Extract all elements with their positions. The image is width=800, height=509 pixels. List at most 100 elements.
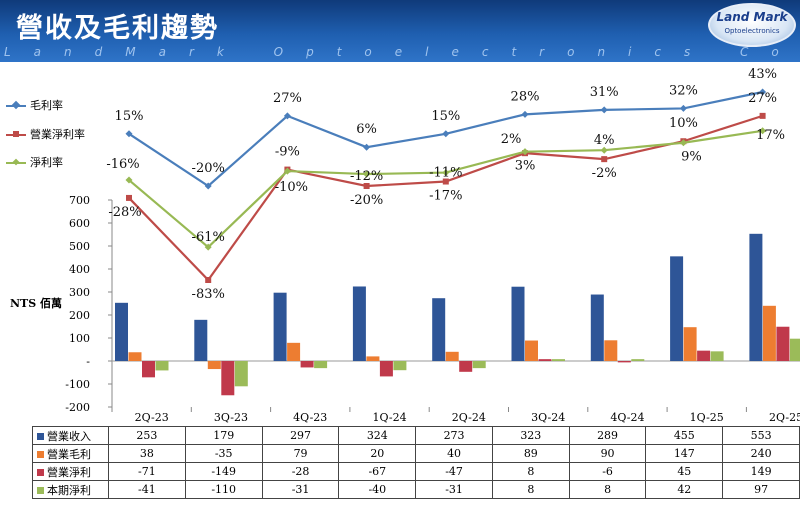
table-cell: 45 [645, 462, 724, 481]
table-row: 營業淨利 -71 -149 -28 -67 -47 8 -6 45 149 [32, 462, 800, 481]
point-operating_margin [205, 277, 212, 283]
point-gross_margin [679, 104, 687, 112]
legend-net-margin: 淨利率 [6, 156, 63, 170]
point-gross_margin [442, 130, 450, 138]
x-tick-label: 2Q-24 [452, 411, 486, 424]
point-net_margin [204, 243, 212, 251]
table-cell: -41 [107, 480, 186, 499]
bar-revenue [115, 302, 128, 361]
table-cell: 40 [415, 444, 493, 463]
table-cell: 97 [722, 480, 800, 499]
bar-net_profit [472, 361, 486, 369]
y-tick-label: 700 [69, 194, 90, 207]
table-cell: 8 [568, 480, 647, 499]
legend-label: 營業淨利率 [30, 128, 85, 141]
point-gross_margin [125, 130, 133, 138]
x-tick-label: 2Q-23 [135, 411, 169, 424]
point-net_margin [283, 167, 291, 175]
y-tick-label: 200 [69, 309, 90, 322]
bar-revenue [511, 286, 525, 361]
table-cell: 149 [722, 462, 800, 481]
legend-gross-margin: 毛利率 [6, 99, 63, 113]
data-label-net_margin: 17% [756, 128, 785, 143]
point-net_margin [442, 169, 450, 177]
data-label-net_margin: -11% [429, 166, 462, 181]
bar-operating_profit [617, 361, 631, 363]
table-cell: 8 [491, 480, 570, 499]
data-label-operating_margin: 2% [501, 132, 522, 147]
point-operating_margin [363, 183, 370, 189]
data-label-gross_margin: 6% [356, 122, 377, 137]
table-cell: 240 [722, 444, 800, 463]
point-operating_margin [601, 156, 608, 163]
bar-net_profit [155, 361, 169, 371]
x-tick-label: 4Q-24 [610, 411, 644, 424]
bar-operating_profit [142, 361, 155, 378]
point-gross_margin [283, 112, 291, 120]
bar-gross_profit [683, 327, 697, 361]
unit-label: NTS 佰萬 [10, 297, 63, 310]
table-cell: -31 [415, 480, 493, 499]
point-operating_margin [126, 194, 132, 201]
bar-operating_profit [221, 361, 235, 396]
point-net_margin [363, 170, 371, 178]
data-label-operating_margin: 27% [748, 91, 777, 106]
table-cell: 179 [184, 426, 263, 445]
table-cell: -149 [184, 462, 263, 481]
x-tick-label: 4Q-23 [293, 411, 327, 424]
bar-net_profit [234, 361, 248, 387]
data-label-operating_margin: -9% [275, 145, 300, 160]
legend-label: 毛利率 [30, 99, 63, 112]
data-label-gross_margin: 32% [669, 83, 698, 98]
bar-gross_profit [207, 361, 221, 370]
table-row: 本期淨利 -41 -110 -31 -40 -31 8 8 42 97 [32, 480, 800, 499]
table-cell: 553 [722, 426, 800, 445]
data-label-operating_margin: -83% [192, 287, 225, 302]
data-label-operating_margin: -17% [429, 189, 462, 204]
point-net_margin [125, 176, 133, 184]
legend-swatch [37, 433, 44, 440]
page-title: 營收及毛利趨勢 [16, 13, 219, 44]
company-logo: Land Mark Optoelectronics [708, 3, 796, 47]
table-cell: -6 [568, 462, 647, 481]
bar-revenue [590, 294, 604, 361]
bar-net_profit [631, 359, 645, 361]
page-subtitle: LandMark Optoelectronics Corporation [4, 45, 800, 59]
table-cell: 253 [107, 426, 186, 445]
table-cell: 323 [491, 426, 570, 445]
table-cell: -31 [261, 480, 340, 499]
table-cell: -71 [107, 462, 186, 481]
data-label-operating_margin: 10% [669, 116, 698, 131]
table-row: 營業毛利 38 -35 79 20 40 89 90 147 240 [32, 444, 800, 463]
data-label-gross_margin: 28% [511, 89, 540, 104]
x-tick-label: 3Q-24 [531, 411, 565, 424]
x-tick-label: 2Q-25 [769, 411, 800, 424]
data-label-operating_margin: -2% [592, 166, 617, 181]
row-label: 營業毛利 [47, 447, 91, 461]
point-net_margin [679, 139, 687, 147]
data-label-gross_margin: 31% [590, 85, 619, 100]
x-tick-label: 1Q-25 [690, 411, 724, 424]
table-cell: 455 [645, 426, 724, 445]
bar-net_profit [710, 351, 724, 361]
point-gross_margin [204, 182, 212, 190]
table-cell: 42 [645, 480, 724, 499]
legend-swatch [37, 469, 44, 476]
bar-operating_profit [697, 350, 711, 361]
bar-operating_profit [459, 361, 473, 372]
point-operating_margin [759, 112, 766, 119]
data-label-net_margin: 3% [515, 159, 536, 174]
data-label-operating_margin: -20% [350, 193, 383, 208]
legend-swatch [37, 451, 44, 458]
table-cell: -47 [415, 462, 493, 481]
bar-gross_profit [366, 356, 380, 361]
table-cell: -28 [261, 462, 340, 481]
table-cell: 20 [338, 444, 417, 463]
bar-revenue [273, 292, 287, 361]
point-gross_margin [600, 106, 608, 114]
bar-net_profit [393, 361, 407, 371]
data-label-net_margin: -12% [350, 169, 383, 184]
y-tick-label: 500 [69, 240, 90, 253]
table-cell: 38 [107, 444, 186, 463]
data-label-net_margin: -61% [192, 230, 225, 245]
